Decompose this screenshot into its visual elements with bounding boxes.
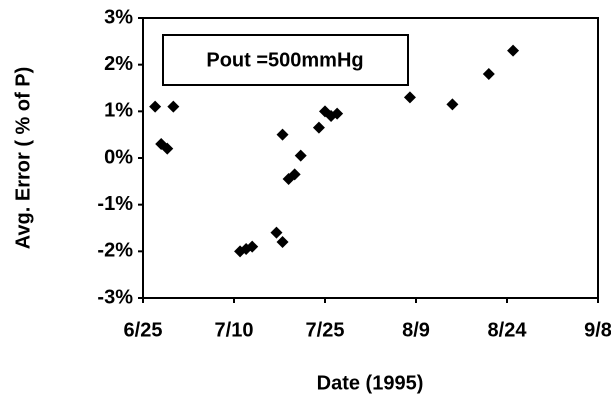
point [270,226,283,239]
point [276,236,289,248]
y-tick-label: -2% [97,240,133,262]
point [149,100,162,113]
y-tick-label: 0% [104,146,133,168]
point [167,100,180,113]
y-tick-label: 1% [104,100,133,122]
x-tick-label: 6/25 [124,319,163,341]
point [246,240,259,253]
x-tick-label: 7/25 [306,319,345,341]
point [331,107,344,120]
y-tick-label: 2% [104,53,133,75]
y-tick-label: 3% [104,6,133,28]
annotation-box [162,34,409,86]
y-tick-label: -3% [97,286,133,308]
point [446,98,459,111]
point [482,68,495,80]
y-tick-label: -1% [97,193,133,215]
point [403,91,416,104]
point [507,44,520,57]
y-axis-label: Avg. Error ( % of P) [12,67,34,250]
annotation: Pout =500mmHg [206,49,363,71]
x-tick-label: 8/9 [402,319,430,341]
x-tick-label: 8/24 [488,319,528,341]
x-tick-label: 9/8 [584,319,611,341]
point [288,168,301,181]
point [161,142,174,155]
x-axis-label: Date (1995) [317,372,424,394]
point [294,149,307,162]
x-tick-label: 7/10 [215,319,254,341]
point [276,128,289,141]
point [312,121,325,134]
